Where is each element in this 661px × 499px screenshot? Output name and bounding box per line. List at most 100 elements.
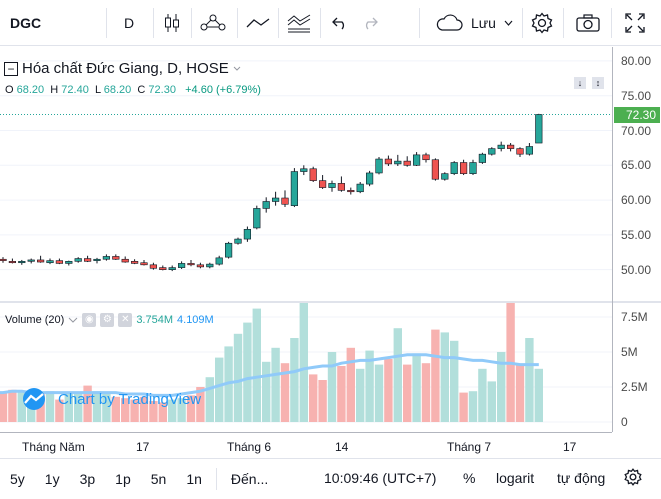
volume-tick-label: 7.5M (621, 310, 648, 324)
price-scale[interactable]: 80.00 75.00 70.00 65.00 60.00 55.00 50.00 72.30… (612, 47, 661, 432)
price-tick-label: 70.00 (621, 123, 652, 138)
candle-up (365, 172, 374, 185)
eye-icon[interactable]: ◉ (82, 313, 97, 327)
volume-bar (431, 329, 440, 422)
save-button[interactable]: Lưu (430, 0, 518, 46)
candle-down (506, 144, 515, 149)
candle-up (18, 261, 26, 264)
volume-bar (318, 380, 327, 422)
fullscreen-icon[interactable] (622, 0, 648, 46)
range-1d-button[interactable]: 1n (186, 471, 202, 487)
toolbar-separator (237, 8, 238, 38)
symbol-search-button[interactable]: DGC (10, 15, 42, 31)
candle-up (65, 261, 73, 264)
gear-icon[interactable]: ⚙ (100, 313, 115, 327)
chevron-down-icon[interactable] (68, 317, 78, 323)
candle-down (403, 160, 411, 166)
range-1y-button[interactable]: 1y (44, 471, 60, 487)
camera-icon[interactable] (574, 0, 602, 46)
candle-down (459, 162, 468, 174)
indicators-icon[interactable] (284, 0, 314, 46)
volume-bar (290, 338, 299, 422)
close-icon[interactable]: ✕ (118, 313, 133, 327)
gear-icon[interactable] (624, 468, 642, 489)
candle-up (46, 260, 54, 264)
open-label: O (5, 84, 14, 96)
price-tick-label: 65.00 (621, 158, 652, 173)
volume-bar (74, 392, 83, 422)
candle-down (140, 262, 148, 266)
undo-icon[interactable] (329, 0, 351, 46)
candle-down (318, 180, 327, 188)
volume-bar (271, 347, 280, 422)
volume-bar (45, 391, 55, 422)
volume-bar (309, 374, 318, 422)
percent-toggle[interactable]: % (463, 470, 476, 486)
range-5y-button[interactable]: 5y (10, 471, 25, 487)
candle-up (262, 201, 270, 209)
volume-bar (0, 392, 8, 422)
candle-down (131, 261, 139, 264)
candle-up (225, 242, 233, 258)
chevron-down-icon[interactable] (233, 66, 241, 71)
volume-bar (356, 368, 365, 422)
line-chart-icon[interactable] (244, 0, 272, 46)
volume-bar (534, 368, 543, 422)
candle-down (0, 258, 7, 261)
price-pane[interactable]: − Hóa chất Đức Giang, D, HOSE O 68.20 H … (0, 47, 612, 301)
candle-up (356, 183, 364, 193)
time-tick-label: Tháng 7 (447, 440, 492, 454)
toolbar-separator (611, 8, 612, 38)
volume-tick-label: 0 (621, 415, 628, 429)
volume-pane[interactable]: Volume (20) ◉ ⚙ ✕ 3.754M 4.109M Chart by… (0, 303, 612, 432)
candle-up (300, 168, 308, 172)
volume-value: 3.754M (136, 314, 174, 326)
candle-up (178, 263, 186, 268)
collapse-icon[interactable]: − (4, 61, 18, 76)
interval-button[interactable]: D (124, 15, 135, 31)
settings-icon[interactable] (528, 0, 556, 46)
volume-bar (346, 347, 355, 422)
volume-bar (36, 394, 45, 422)
price-tick-label: 60.00 (621, 193, 652, 208)
time-axis[interactable]: Tháng Năm 17 Tháng 6 14 Tháng 7 17 (0, 432, 612, 458)
volume-bar (92, 391, 102, 422)
volume-bar (337, 366, 346, 422)
tradingview-watermark[interactable]: Chart by TradingView (16, 387, 201, 411)
close-value: 72.30 (148, 84, 176, 96)
candle-down (309, 168, 317, 181)
compare-icon[interactable] (197, 0, 229, 46)
goto-date-button[interactable]: Đến... (230, 471, 269, 487)
range-5d-button[interactable]: 5n (150, 471, 167, 487)
toolbar-separator (106, 8, 107, 38)
cloud-icon (436, 14, 463, 31)
change-value: +4.60 (+6.79%) (185, 84, 261, 96)
low-value: 68.20 (103, 84, 132, 96)
range-1m-button[interactable]: 1p (115, 471, 131, 487)
clock-timezone[interactable]: 10:09:46 (UTC+7) (324, 470, 437, 486)
arrow-down-icon[interactable]: ↓ (574, 77, 586, 89)
candles-icon[interactable] (160, 0, 184, 46)
candle-down (8, 261, 17, 264)
auto-scale-toggle[interactable]: tự động (557, 470, 606, 486)
volume-tick-label: 2.5M (621, 380, 648, 394)
arrow-up-icon[interactable]: ↕ (592, 77, 604, 89)
candle-up (74, 258, 82, 262)
candle-up (450, 162, 458, 174)
log-toggle[interactable]: logarit (496, 470, 535, 486)
candle-up (93, 258, 101, 261)
volume-bar (233, 333, 243, 422)
toolbar-separator (522, 8, 523, 38)
redo-icon[interactable] (359, 0, 381, 46)
price-tick-label: 75.00 (621, 88, 652, 103)
pane-divider[interactable] (0, 301, 661, 303)
range-3m-button[interactable]: 3p (79, 471, 96, 487)
low-label: L (94, 84, 101, 96)
volume-bar (459, 392, 468, 422)
top-toolbar: DGC D Lưu (0, 0, 661, 46)
volume-title: Volume (20) (5, 314, 65, 326)
price-tick-label: 55.00 (621, 227, 652, 242)
time-tick-label: 14 (335, 440, 349, 454)
candle-up (328, 183, 336, 188)
candle-up (290, 171, 299, 206)
